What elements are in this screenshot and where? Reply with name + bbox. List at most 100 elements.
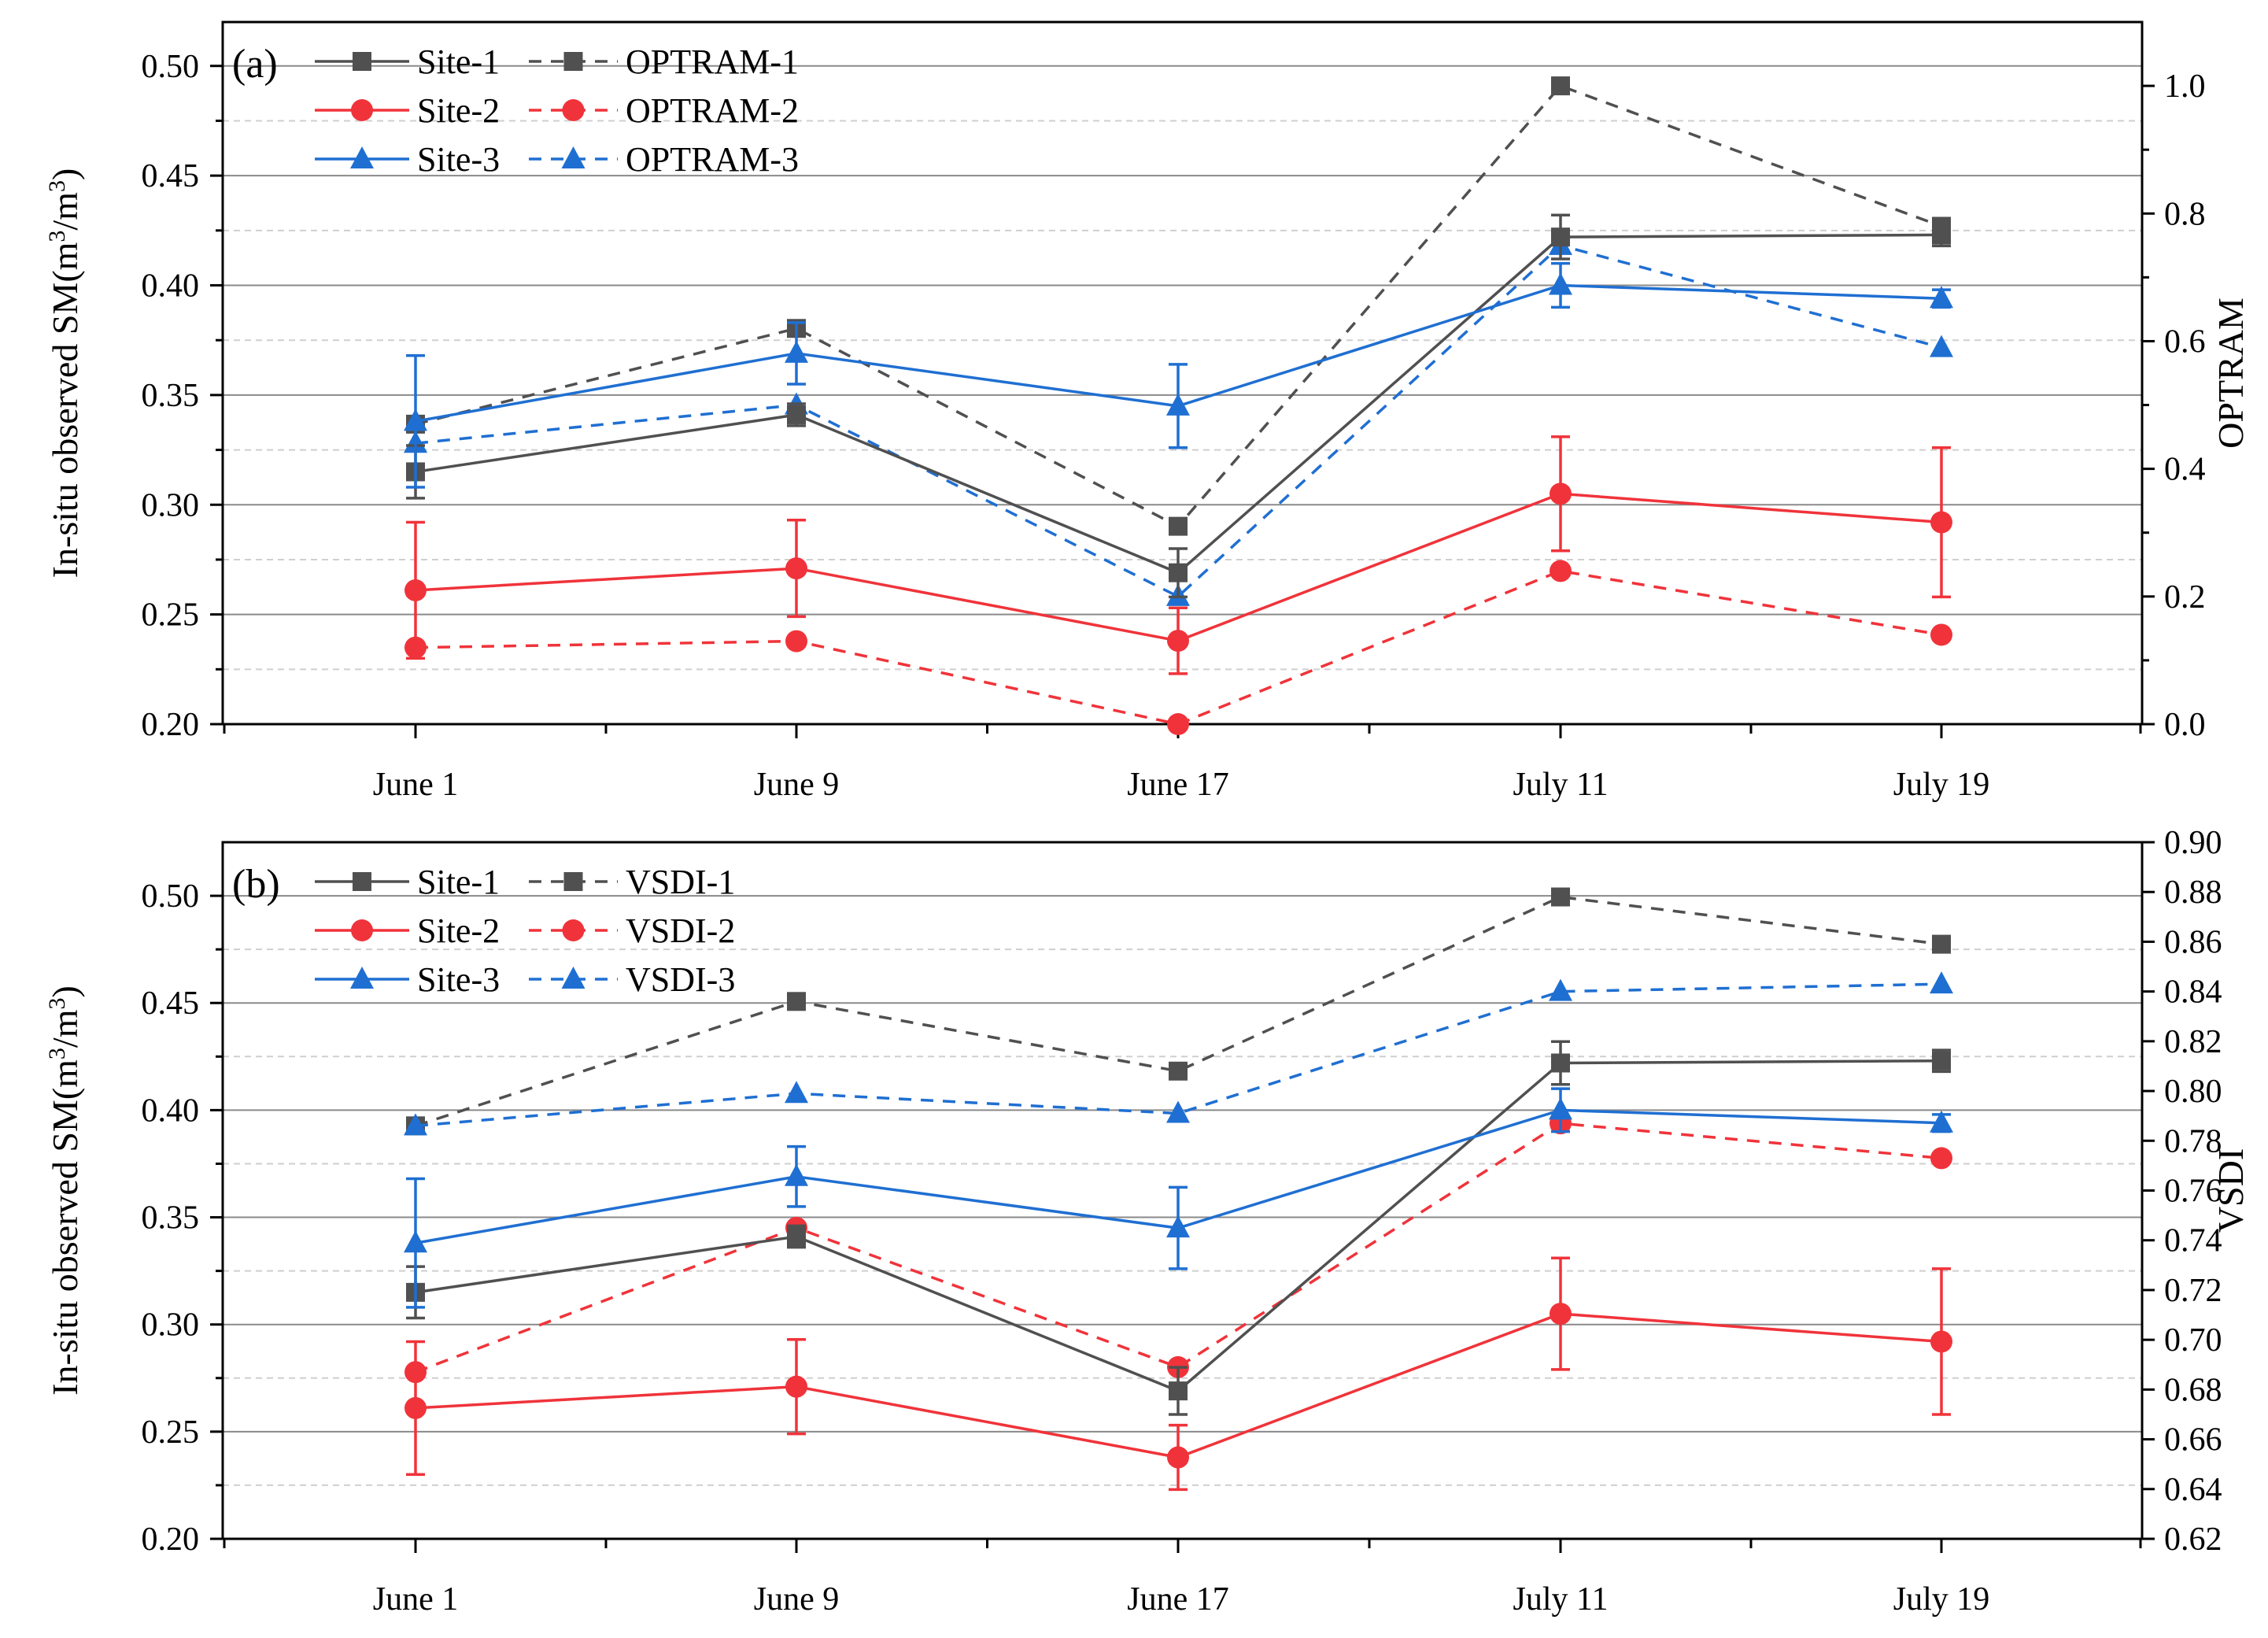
y-left-axis-title-part: )	[45, 168, 85, 180]
y-right-tick-label: 0.90	[2164, 825, 2222, 861]
data-point	[1932, 225, 1951, 245]
y-left-tick-label: 0.45	[142, 985, 200, 1022]
data-point	[1166, 393, 1190, 416]
legend-label: Site-3	[417, 960, 500, 999]
series-site-3	[404, 261, 1953, 489]
y-left-tick-label: 0.30	[142, 487, 200, 523]
series-site-2	[404, 435, 1952, 675]
data-point	[1932, 934, 1951, 954]
data-point	[1551, 887, 1570, 907]
data-point	[1930, 286, 1953, 309]
y-left-tick-label: 0.25	[142, 597, 200, 634]
data-point	[1932, 1051, 1951, 1070]
legend: Site-1 Site-2 Site-3 VSDI-1 VSDI-2 VSDI-3	[315, 863, 735, 999]
data-point	[785, 1081, 808, 1104]
y-left-tick-label: 0.20	[142, 1522, 200, 1558]
data-point	[1551, 1053, 1570, 1073]
y-left-axis-title: In-situ observed SM(m3/m3)	[44, 168, 85, 579]
y-left-axis-title-part: /m	[45, 1009, 85, 1048]
legend-label: Site-3	[417, 140, 500, 179]
y-left-tick-label: 0.40	[142, 268, 200, 305]
y-right-tick-label: 0.4	[2164, 452, 2206, 488]
y-left-axis-title-part: 3	[44, 998, 70, 1010]
legend-marker	[561, 146, 585, 168]
panel-label: (b)	[232, 862, 280, 907]
y-right-tick-label: 0.2	[2164, 579, 2206, 616]
legend-label: OPTRAM-2	[626, 91, 799, 130]
data-point	[1167, 1446, 1189, 1469]
y-right-tick-label: 0.0	[2164, 707, 2206, 743]
data-point	[1930, 1110, 1953, 1133]
legend-label: OPTRAM-3	[626, 140, 799, 179]
y-right-tick-label: 0.66	[2164, 1422, 2222, 1459]
y-left-tick-label: 0.30	[142, 1307, 200, 1344]
data-point	[404, 1113, 427, 1136]
x-tick-label: June 1	[373, 1581, 459, 1618]
data-point	[1166, 1215, 1190, 1238]
y-right-tick-label: 0.84	[2164, 974, 2222, 1011]
data-point	[1169, 1381, 1188, 1401]
data-point	[1166, 1100, 1190, 1123]
y-right-tick-label: 0.72	[2164, 1273, 2222, 1309]
plot-frame	[221, 841, 2144, 1540]
x-tick-label: July 19	[1893, 1581, 1990, 1618]
data-point	[785, 630, 807, 653]
y-left-tick-label: 0.50	[142, 49, 200, 85]
data-point	[1549, 1097, 1572, 1120]
x-tick-label: July 11	[1513, 767, 1609, 803]
data-point	[1551, 227, 1570, 247]
x-tick-label: June 17	[1127, 1581, 1229, 1618]
data-point	[1930, 1147, 1952, 1170]
data-point	[404, 579, 427, 601]
y-left-axis-title-part: 3	[44, 180, 70, 192]
data-point	[1550, 1303, 1572, 1326]
series-site-2	[404, 1256, 1952, 1492]
data-point	[1930, 971, 1953, 994]
y-left-axis-title-part: In-situ observed SM(m	[45, 242, 85, 578]
legend-label: OPTRAM-1	[626, 43, 799, 81]
data-point	[404, 409, 427, 431]
legend: Site-1 Site-2 Site-3 OPTRAM-1 OPTRAM-2 OPTRAM…	[315, 43, 799, 179]
y-left-tick-label: 0.25	[142, 1414, 200, 1451]
y-right-tick-label: 0.68	[2164, 1372, 2222, 1408]
series-line	[415, 895, 1942, 1127]
legend-label: Site-2	[417, 91, 500, 130]
chart-panel-1: 0.20 0.25 0.30 0.35 0.40 0.45 0.50 0.0 0.2 0.4 0.6…	[44, 20, 2251, 803]
y-left-axis-title-part: 3	[44, 1048, 70, 1059]
legend-marker	[563, 52, 583, 71]
y-right-tick-label: 0.80	[2164, 1074, 2222, 1110]
x-tick-label: July 11	[1513, 1581, 1609, 1618]
data-point	[785, 1163, 808, 1186]
y-right-tick-label: 0.6	[2164, 324, 2206, 360]
y-left-axis-title: In-situ observed SM(m3/m3)	[44, 985, 85, 1396]
legend-marker	[353, 872, 371, 891]
y-left-tick-label: 0.35	[142, 1200, 200, 1237]
data-point	[1549, 272, 1572, 295]
x-tick-label: June 9	[754, 767, 840, 803]
series-line	[415, 1122, 1942, 1374]
y-right-axis-title: OPTRAM	[2211, 298, 2251, 449]
y-right-tick-label: 0.8	[2164, 196, 2206, 232]
data-point	[1930, 623, 1952, 646]
y-left-tick-label: 0.45	[142, 158, 200, 194]
y-right-tick-label: 0.86	[2164, 924, 2222, 960]
data-point	[1169, 563, 1188, 582]
legend-marker	[351, 99, 373, 121]
legend-label: Site-2	[417, 911, 500, 950]
legend-label: VSDI-3	[626, 960, 735, 999]
legend-label: Site-1	[417, 863, 500, 901]
y-right-tick-label: 0.76	[2164, 1174, 2222, 1210]
y-right-tick-label: 0.62	[2164, 1522, 2222, 1558]
data-point	[1169, 1061, 1188, 1081]
data-point	[1551, 76, 1570, 96]
legend-marker	[563, 872, 583, 891]
y-left-axis-title-part: /m	[45, 192, 85, 231]
legend-marker	[350, 967, 374, 989]
legend-marker	[351, 919, 373, 941]
legend-label: VSDI-2	[626, 911, 735, 950]
data-point	[404, 1396, 427, 1419]
x-tick-label: July 19	[1893, 767, 1990, 803]
y-left-tick-label: 0.40	[142, 1093, 200, 1129]
y-right-tick-label: 0.74	[2164, 1223, 2222, 1259]
